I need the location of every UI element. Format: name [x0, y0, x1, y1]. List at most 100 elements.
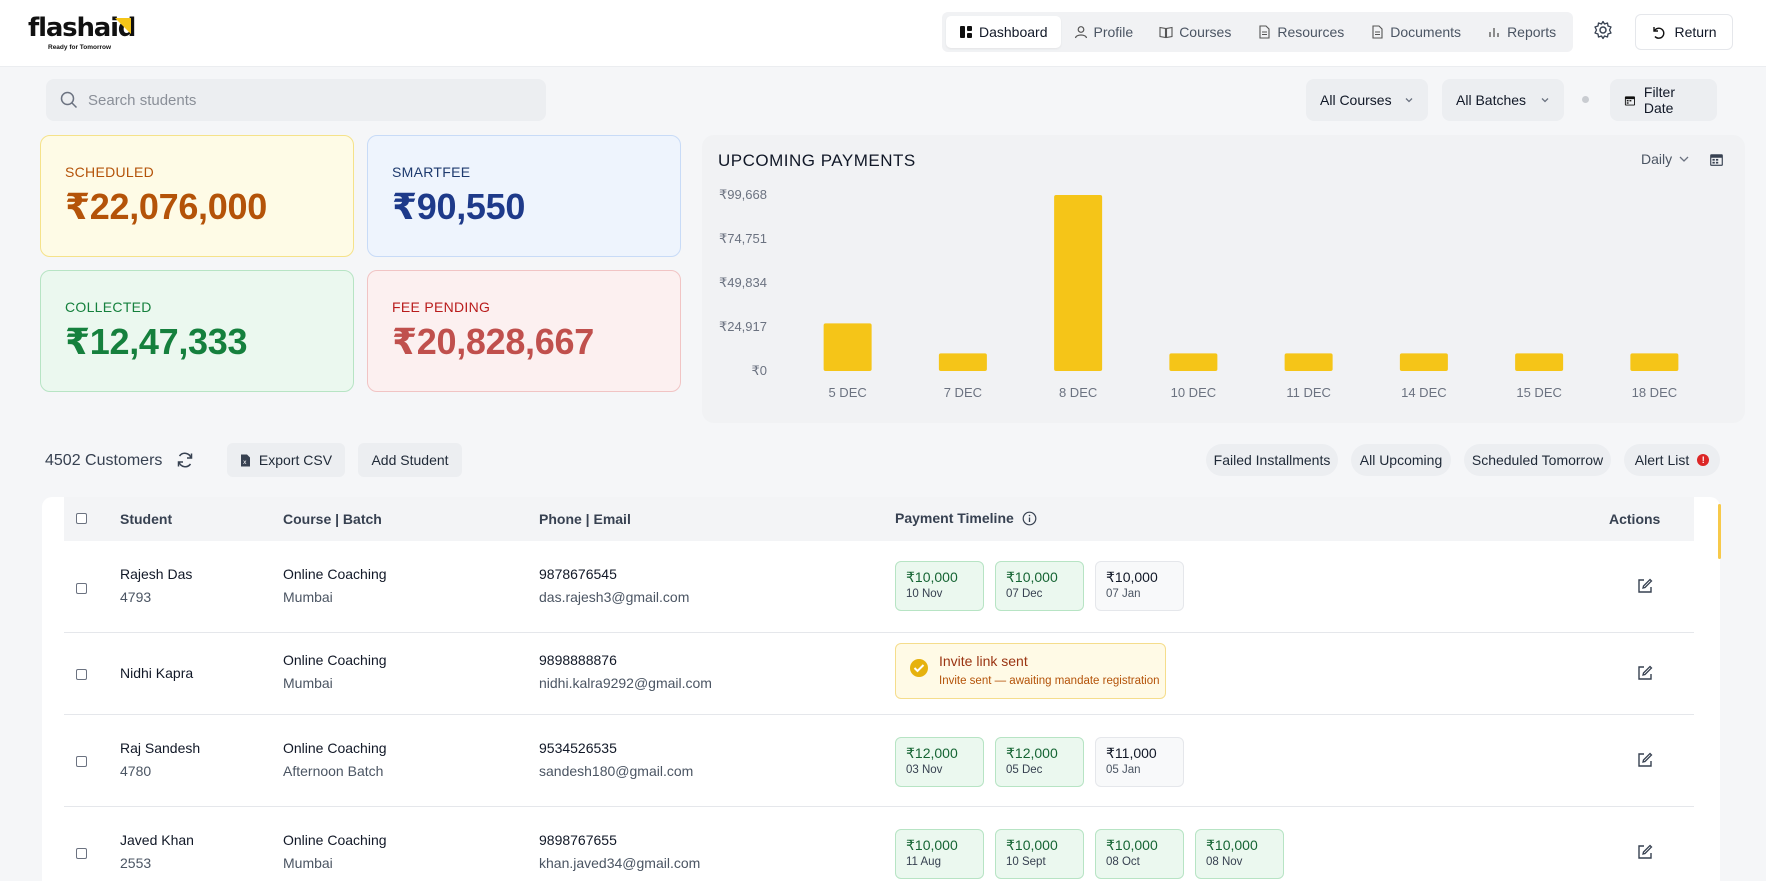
stat-card-scheduled: SCHEDULED ₹22,076,000 — [40, 135, 354, 257]
nav-profile[interactable]: Profile — [1061, 16, 1147, 48]
row-checkbox[interactable] — [76, 583, 87, 594]
payment-amount: ₹10,000 — [1206, 837, 1258, 853]
chart-calendar-button[interactable] — [1709, 152, 1724, 170]
bar[interactable] — [1630, 353, 1679, 371]
table-header: Student Course | Batch Phone | Email Pay… — [64, 497, 1694, 541]
edit-button[interactable] — [1636, 664, 1656, 684]
nav-profile-label: Profile — [1093, 24, 1134, 40]
nav-resources[interactable]: Resources — [1244, 16, 1357, 48]
y-tick-label: ₹74,751 — [719, 231, 767, 246]
info-icon[interactable] — [1022, 511, 1037, 526]
table-scrollbar[interactable] — [1718, 504, 1721, 559]
return-button[interactable]: Return — [1635, 14, 1733, 50]
check-circle-icon — [910, 659, 928, 677]
row-checkbox[interactable] — [76, 669, 87, 680]
filter-date-button[interactable]: Filter Date — [1610, 79, 1717, 121]
edit-icon — [1638, 844, 1653, 859]
edit-button[interactable] — [1636, 751, 1656, 771]
logo-mark-icon — [115, 18, 131, 34]
payment-chip[interactable]: ₹12,000 05 Dec — [995, 737, 1084, 787]
payment-chip[interactable]: ₹12,000 03 Nov — [895, 737, 984, 787]
file-export-icon: x — [240, 454, 250, 466]
phone: 9898888876 — [539, 652, 617, 668]
payment-chip[interactable]: ₹10,000 07 Dec — [995, 561, 1084, 611]
payment-chip[interactable]: ₹10,000 10 Sept — [995, 829, 1084, 879]
course-name: Online Coaching — [283, 832, 387, 848]
filter-label: Failed Installments — [1213, 452, 1331, 468]
table-row: Nidhi Kapra Online Coaching Mumbai 98988… — [64, 633, 1694, 715]
settings-button[interactable] — [1590, 17, 1616, 43]
payment-chip[interactable]: ₹10,000 11 Aug — [895, 829, 984, 879]
batch-name: Mumbai — [283, 855, 333, 871]
nav-documents-label: Documents — [1390, 24, 1462, 40]
bar[interactable] — [1399, 353, 1448, 371]
nav-dashboard[interactable]: Dashboard — [946, 16, 1061, 48]
payment-chip[interactable]: ₹10,000 10 Nov — [895, 561, 984, 611]
row-checkbox[interactable] — [76, 756, 87, 767]
email: sandesh180@gmail.com — [539, 763, 694, 779]
brand-logo[interactable]: flashaid Ready for Tomorrow — [28, 14, 138, 54]
stat-label: SMARTFEE — [392, 164, 471, 180]
export-csv-button[interactable]: x Export CSV — [227, 443, 345, 477]
chart-range-value: Daily — [1641, 151, 1673, 167]
payment-chip[interactable]: ₹10,000 07 Jan — [1095, 561, 1184, 611]
select-all-checkbox[interactable] — [76, 513, 87, 524]
svg-text:x: x — [243, 459, 247, 466]
bar[interactable] — [1054, 195, 1103, 371]
y-tick-label: ₹49,834 — [719, 275, 767, 290]
payment-date: 08 Nov — [1206, 856, 1243, 868]
bar[interactable] — [1284, 353, 1333, 371]
nav-documents[interactable]: Documents — [1357, 16, 1474, 48]
x-tick-label: 8 DEC — [1059, 385, 1097, 400]
x-tick-label: 11 DEC — [1286, 385, 1331, 400]
bar[interactable] — [823, 323, 872, 371]
y-tick-label: ₹24,917 — [719, 319, 767, 334]
nav-courses[interactable]: Courses — [1146, 16, 1244, 48]
return-label: Return — [1674, 24, 1717, 40]
courses-select[interactable]: All Courses — [1306, 79, 1428, 121]
add-student-button[interactable]: Add Student — [358, 443, 462, 477]
filter-all-upcoming[interactable]: All Upcoming — [1351, 444, 1451, 476]
payment-amount: ₹12,000 — [1006, 745, 1058, 761]
search-bar — [46, 79, 546, 121]
phone: 9534526535 — [539, 740, 617, 756]
email: khan.javed34@gmail.com — [539, 855, 701, 871]
header-contact: Phone | Email — [539, 511, 631, 527]
search-icon — [60, 91, 78, 109]
edit-button[interactable] — [1636, 843, 1656, 863]
email: nidhi.kalra9292@gmail.com — [539, 675, 712, 691]
filter-scheduled-tomorrow[interactable]: Scheduled Tomorrow — [1464, 444, 1611, 476]
book-icon — [1159, 26, 1173, 39]
edit-button[interactable] — [1636, 577, 1656, 597]
row-checkbox[interactable] — [76, 848, 87, 859]
bar[interactable] — [1169, 353, 1218, 371]
payment-date: 07 Dec — [1006, 588, 1043, 600]
bar-chart-icon — [1489, 28, 1499, 37]
batches-select[interactable]: All Batches — [1442, 79, 1564, 121]
filter-alert-list[interactable]: Alert List ! — [1624, 444, 1720, 476]
invite-subtitle: Invite sent — awaiting mandate registrat… — [939, 675, 1160, 687]
payment-date: 10 Sept — [1006, 856, 1046, 868]
payment-chip[interactable]: ₹11,000 05 Jan — [1095, 737, 1184, 787]
bar[interactable] — [1515, 353, 1564, 371]
stat-label: COLLECTED — [65, 299, 152, 315]
refresh-button[interactable] — [175, 450, 197, 472]
customer-count: 4502 Customers — [45, 452, 163, 469]
bar[interactable] — [938, 353, 987, 371]
payment-amount: ₹10,000 — [1006, 837, 1058, 853]
calendar-icon — [1624, 95, 1635, 106]
header-timeline: Payment Timeline — [895, 510, 1037, 526]
brand-tagline: Ready for Tomorrow — [48, 44, 112, 51]
search-input[interactable] — [88, 91, 528, 109]
main-nav: Dashboard Profile Courses Resources Docu… — [942, 12, 1574, 52]
phone: 9878676545 — [539, 566, 617, 582]
payment-chip[interactable]: ₹10,000 08 Nov — [1195, 829, 1284, 879]
nav-reports[interactable]: Reports — [1474, 16, 1569, 48]
payment-date: 05 Dec — [1006, 764, 1043, 776]
course-name: Online Coaching — [283, 566, 387, 582]
filter-failed-installments[interactable]: Failed Installments — [1206, 444, 1338, 476]
table-row: Raj Sandesh 4780 Online Coaching Afterno… — [64, 715, 1694, 807]
chart-range-select[interactable]: Daily — [1641, 151, 1690, 167]
nav-courses-label: Courses — [1179, 24, 1232, 40]
payment-chip[interactable]: ₹10,000 08 Oct — [1095, 829, 1184, 879]
